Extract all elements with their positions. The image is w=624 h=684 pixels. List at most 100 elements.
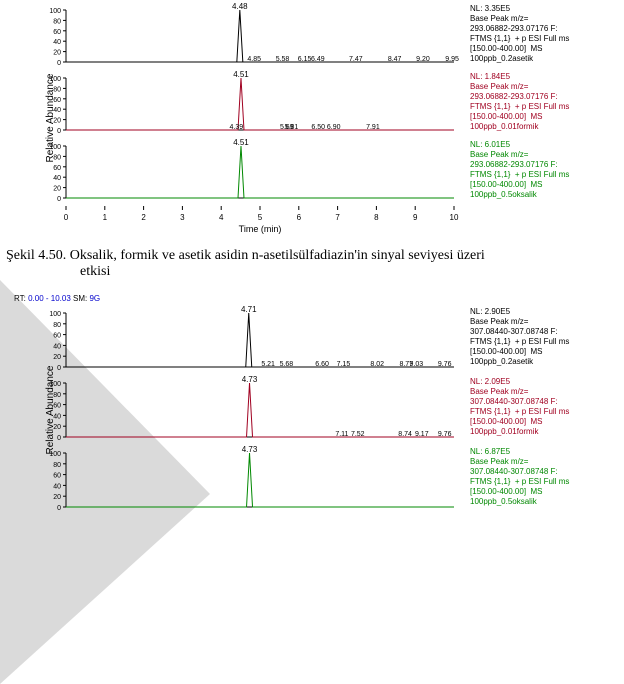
svg-text:9.76: 9.76 [438,361,452,368]
svg-text:20: 20 [53,118,61,125]
svg-text:0: 0 [57,505,61,512]
svg-text:6.50: 6.50 [311,124,325,131]
svg-text:40: 40 [53,39,61,46]
svg-text:7.11: 7.11 [335,431,348,438]
svg-text:9: 9 [413,213,418,222]
svg-text:80: 80 [53,322,61,329]
svg-text:5: 5 [258,213,263,222]
svg-text:6.49: 6.49 [311,56,325,63]
svg-text:7: 7 [335,213,340,222]
svg-text:4.39: 4.39 [230,124,244,131]
svg-text:0: 0 [64,213,69,222]
svg-text:100: 100 [49,311,61,318]
svg-text:6.15: 6.15 [298,56,312,63]
svg-text:4.51: 4.51 [233,138,249,147]
svg-text:4.73: 4.73 [242,375,258,384]
svg-text:60: 60 [53,29,61,36]
svg-text:9.17: 9.17 [415,431,429,438]
svg-text:4.48: 4.48 [232,2,248,11]
svg-text:7.91: 7.91 [366,124,380,131]
svg-text:20: 20 [53,50,61,57]
svg-text:20: 20 [53,494,61,501]
svg-text:1: 1 [103,213,108,222]
panel-plot: 0204060801004.715.215.686.607.158.028.77… [40,305,460,375]
svg-text:9.20: 9.20 [416,56,430,63]
panel-plot: 0 20 40 60 80 100 4.73 [40,445,460,515]
svg-text:5.58: 5.58 [276,56,290,63]
svg-text:100: 100 [49,381,61,388]
panel-info-box: NL: 6.01E5 Base Peak m/z= 293.06882-293.… [470,140,569,200]
panel-plot: 0 20 40 60 80 100 4.73 7.117.52 8.749.17 9.76 [40,375,460,445]
x-axis: 0 1 2 3 4 5 6 7 8 9 10 Time (min) [40,206,624,234]
svg-text:8.02: 8.02 [370,361,384,368]
svg-text:80: 80 [53,392,61,399]
svg-text:Time (min): Time (min) [239,224,282,234]
svg-text:0: 0 [57,365,61,372]
svg-text:8.74: 8.74 [398,431,412,438]
svg-text:60: 60 [53,473,61,480]
panel-plot: 0 20 40 60 80 100 4.48 4.85 5.58 6.156.49 7.47 8.47… [40,2,460,70]
svg-text:80: 80 [53,18,61,25]
svg-text:60: 60 [53,97,61,104]
svg-text:0: 0 [57,128,61,135]
svg-text:7.47: 7.47 [349,56,363,63]
svg-text:6.60: 6.60 [315,361,329,368]
svg-text:100: 100 [49,8,61,15]
panel-info-box: NL: 2.09E5 Base Peak m/z= 307.08440-307.… [470,377,569,437]
svg-text:20: 20 [53,354,61,361]
figure-block-2: Relative Abundance 0204060801004.715.215… [0,305,624,515]
svg-text:60: 60 [53,403,61,410]
svg-text:80: 80 [53,462,61,469]
svg-text:9.95: 9.95 [445,56,459,63]
svg-text:0: 0 [57,196,61,203]
svg-text:6.90: 6.90 [327,124,341,131]
svg-text:9.03: 9.03 [410,361,424,368]
svg-text:20: 20 [53,186,61,193]
svg-text:6: 6 [297,213,302,222]
panel-plot: 0 20 40 60 80 100 4.51 [40,138,460,206]
svg-text:60: 60 [53,333,61,340]
svg-text:5.68: 5.68 [280,361,294,368]
chromatogram-panel: 0 20 40 60 80 100 4.48 4.85 5.58 6.156.49 7.47 8.47… [40,2,624,70]
svg-text:5.21: 5.21 [261,361,275,368]
svg-text:4.51: 4.51 [233,70,249,79]
svg-text:40: 40 [53,343,61,350]
chromatogram-panel: 0 20 40 60 80 100 4.73 7.117.52 8.749.17 9.76 NL: … [40,375,624,445]
svg-text:4: 4 [219,213,224,222]
chromatogram-panel: 0 20 40 60 80 100 4.73 NL: 6.87E5 Base Peak m/z… [40,445,624,515]
chromatogram-panel: 0204060801004.715.215.686.607.158.028.77… [40,305,624,375]
svg-text:7.15: 7.15 [337,361,351,368]
svg-text:8.47: 8.47 [388,56,402,63]
panel-info-box: NL: 1.84E5 Base Peak m/z= 293.06882-293.… [470,72,569,132]
chromatogram-panel: 0 20 40 60 80 100 4.51 NL: 6.01E5 Base Peak m/z… [40,138,624,206]
svg-text:40: 40 [53,175,61,182]
figure-block-1: Relative Abundance 0204060801004.484.855… [0,0,624,234]
svg-text:7.52: 7.52 [351,431,365,438]
svg-text:100: 100 [49,76,61,83]
svg-text:9.76: 9.76 [438,431,452,438]
svg-text:2: 2 [141,213,146,222]
svg-text:100: 100 [49,451,61,458]
panel-info-box: NL: 3.35E5 Base Peak m/z= 293.06882-293.… [470,4,569,64]
svg-text:4.85: 4.85 [247,56,261,63]
svg-text:80: 80 [53,154,61,161]
svg-text:20: 20 [53,424,61,431]
svg-text:100: 100 [49,144,61,151]
panel-info-box: NL: 6.87E5 Base Peak m/z= 307.08440-307.… [470,447,569,507]
svg-text:80: 80 [53,86,61,93]
svg-text:0: 0 [57,435,61,442]
chromatogram-panel: 0204060801004.514.395.695.816.506.907.91… [40,70,624,138]
svg-text:3: 3 [180,213,185,222]
svg-text:60: 60 [53,165,61,172]
svg-text:10: 10 [450,213,459,222]
svg-text:40: 40 [53,107,61,114]
panel-info-box: NL: 2.90E5 Base Peak m/z= 307.08440-307.… [470,307,569,367]
svg-text:4.71: 4.71 [241,305,257,314]
svg-text:8: 8 [374,213,379,222]
svg-text:5.81: 5.81 [285,124,299,131]
svg-text:40: 40 [53,413,61,420]
svg-text:40: 40 [53,483,61,490]
svg-text:0: 0 [57,60,61,67]
panel-plot: 0204060801004.514.395.695.816.506.907.91 [40,70,460,138]
svg-text:4.73: 4.73 [242,445,258,454]
